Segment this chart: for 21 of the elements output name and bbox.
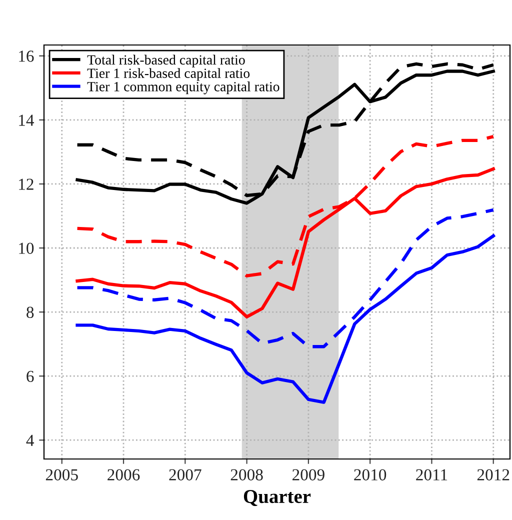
x-axis-title: Quarter <box>244 490 311 506</box>
x-tick-label: 2010 <box>354 469 386 480</box>
x-tick-label: 2009 <box>292 469 324 480</box>
y-tick-label: 14 <box>19 114 34 126</box>
x-tick-label: 2007 <box>169 469 202 480</box>
y-tick-label: 16 <box>19 50 34 62</box>
y-tick-label: 6 <box>26 370 34 382</box>
line-series <box>76 208 495 348</box>
y-tick-label: 8 <box>26 306 34 318</box>
y-tick-label: 10 <box>19 242 34 254</box>
y-tick-label: 12 <box>19 178 34 190</box>
legend-label: Total risk-based capital ratio <box>87 54 245 68</box>
legend-label: Tier 1 common equity capital ratio <box>87 82 280 94</box>
x-tick-label: 2011 <box>416 469 448 480</box>
y-tick-label: 4 <box>26 434 34 446</box>
x-tick-label: 2005 <box>46 469 78 480</box>
x-tick-label: 2012 <box>477 469 510 480</box>
x-tick-label: 2006 <box>108 469 140 480</box>
x-tick-label: 2008 <box>230 469 263 480</box>
line-series <box>76 234 495 404</box>
legend-label: Tier 1 risk-based capital ratio <box>87 68 250 81</box>
